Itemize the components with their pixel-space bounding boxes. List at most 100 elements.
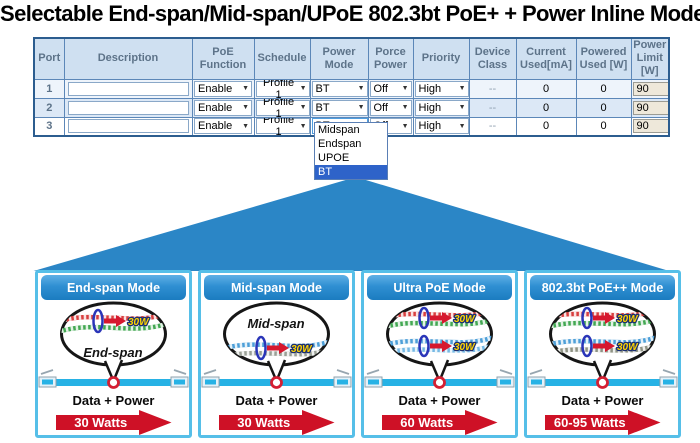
- table-header-row: Port Description PoE Function Schedule P…: [33, 37, 670, 80]
- table-row: 2 Enable ▼ Profile 1 ▼ BT ▼ Off ▼ High ▼ -- 0…: [33, 97, 670, 118]
- priority-select[interactable]: High ▼: [414, 99, 468, 116]
- power-loop-icon: [92, 308, 104, 334]
- schedule-select[interactable]: Profile 1 ▼: [255, 79, 309, 99]
- data-power-label: Data + Power: [235, 393, 318, 408]
- poe-port-config-table: Port Description PoE Function Schedule P…: [33, 37, 670, 138]
- wire-watt-badge: 30W: [454, 314, 476, 325]
- cable-tap-point-icon: [107, 376, 120, 389]
- dropdown-arrow-icon: ▼: [357, 85, 365, 93]
- description-input[interactable]: [67, 81, 189, 96]
- power-mode-select[interactable]: BT ▼: [311, 99, 367, 116]
- poe-function-select[interactable]: Enable ▼: [194, 80, 252, 97]
- dropdown-option-upoe[interactable]: UPOE: [318, 152, 350, 164]
- poe-function-select[interactable]: Enable ▼: [194, 118, 252, 135]
- data-power-label: Data + Power: [72, 393, 155, 408]
- select-value: BT: [315, 82, 330, 95]
- panel-title: Ultra PoE Mode: [367, 275, 512, 300]
- select-value: Enable: [198, 120, 233, 133]
- midspan-diagram: Mid-span 30W: [201, 301, 352, 389]
- select-value: Enable: [198, 82, 233, 95]
- dropdown-arrow-icon: ▼: [401, 104, 409, 112]
- cable-tap-point-icon: [596, 376, 609, 389]
- column-header-priority: Priority: [412, 37, 470, 80]
- power-arrow-icon: [593, 312, 615, 324]
- power-arrow-icon: [430, 340, 452, 352]
- device-class-value: --: [468, 78, 517, 99]
- powered-used-value: 0: [575, 116, 632, 137]
- port-cell: 2: [33, 97, 65, 118]
- select-value: Profile 1: [262, 79, 295, 99]
- power-mode-dropdown-list: Midspan Endspan UPOE BT: [314, 122, 388, 180]
- dropdown-option-endspan[interactable]: Endspan: [318, 138, 362, 150]
- poe-plus-plus-diagram: 30W 30W: [527, 301, 678, 389]
- priority-select[interactable]: High ▼: [414, 80, 468, 97]
- schedule-select[interactable]: Profile 1 ▼: [255, 99, 309, 116]
- dropdown-arrow-icon: ▼: [242, 122, 249, 130]
- dropdown-option-midspan[interactable]: Midspan: [318, 124, 360, 136]
- cable-connector-icon: [364, 369, 515, 388]
- cable-tap-point-icon: [433, 376, 446, 389]
- schedule-select[interactable]: Profile 1 ▼: [255, 117, 309, 137]
- port-cell: 3: [33, 116, 65, 137]
- power-loop-icon: [255, 335, 267, 361]
- watts-value: 60-95 Watts: [553, 415, 626, 430]
- watts-value: 30 Watts: [237, 415, 291, 430]
- panel-title: 802.3bt PoE++ Mode: [530, 275, 675, 300]
- watts-arrow: 60 Watts: [381, 410, 498, 435]
- dropdown-arrow-icon: ▼: [357, 104, 365, 112]
- table-row: 1 Enable ▼ Profile 1 ▼ BT ▼ Off ▼ High ▼ -- 0…: [33, 78, 670, 99]
- watts-arrow: 60-95 Watts: [544, 410, 661, 435]
- wire-watt-badge: 30W: [128, 317, 150, 328]
- power-mode-select[interactable]: BT ▼: [311, 80, 367, 97]
- dropdown-arrow-icon: ▼: [401, 85, 409, 93]
- power-limit-input[interactable]: [632, 100, 668, 115]
- power-limit-input[interactable]: [632, 119, 668, 134]
- power-loop-icon: [418, 306, 430, 330]
- column-header-device-class: Device Class: [468, 37, 517, 80]
- column-header-force-power: Porce Power: [367, 37, 414, 80]
- column-header-power-mode: Power Mode: [309, 37, 369, 80]
- wire-watt-badge: 30W: [617, 314, 639, 325]
- select-value: BT: [315, 101, 330, 114]
- force-power-select[interactable]: Off ▼: [369, 99, 412, 116]
- force-power-select[interactable]: Off ▼: [369, 80, 412, 97]
- dropdown-arrow-icon: ▼: [458, 85, 466, 93]
- dropdown-option-bt-selected[interactable]: BT: [315, 165, 387, 179]
- cable-connector-icon: [201, 369, 352, 388]
- poe-function-select[interactable]: Enable ▼: [194, 99, 252, 116]
- power-arrow-icon: [593, 340, 615, 352]
- select-value: High: [418, 82, 442, 95]
- dropdown-arrow-icon: ▼: [458, 104, 466, 112]
- column-header-powered-used: Powered Used [W]: [575, 37, 632, 80]
- device-class-value: --: [468, 116, 517, 137]
- panel-title: Mid-span Mode: [204, 275, 349, 300]
- powered-used-value: 0: [575, 97, 632, 118]
- description-input[interactable]: [67, 119, 189, 134]
- wire-red: [61, 312, 166, 323]
- column-header-schedule: Schedule: [253, 37, 311, 80]
- power-loop-icon: [581, 306, 593, 330]
- cable-tap-point-icon: [270, 376, 283, 389]
- select-value: Off: [373, 82, 388, 95]
- data-power-label: Data + Power: [561, 393, 644, 408]
- powered-used-value: 0: [575, 78, 632, 99]
- funnel-triangle: [33, 177, 670, 271]
- ellipse-label: End-span: [83, 345, 142, 360]
- page-title: Selectable End-span/Mid-span/UPoE 802.3b…: [0, 1, 700, 26]
- column-header-poe-function: PoE Function: [191, 37, 255, 80]
- power-limit-input[interactable]: [632, 81, 668, 96]
- description-input[interactable]: [67, 100, 189, 115]
- power-arrow-icon: [104, 315, 126, 327]
- panel-title: End-span Mode: [41, 275, 186, 300]
- power-loop-icon: [581, 334, 593, 358]
- endspan-diagram: 30W End-span: [38, 301, 189, 389]
- select-value: Profile 1: [262, 117, 295, 137]
- current-used-value: 0: [515, 116, 577, 137]
- watts-value: 30 Watts: [74, 415, 128, 430]
- panel-midspan-mode: Mid-span Mode Mid-span 30W: [198, 270, 355, 438]
- ultra-poe-diagram: 30W 30W: [364, 301, 515, 389]
- select-value: High: [418, 101, 442, 114]
- priority-select[interactable]: High ▼: [414, 118, 468, 135]
- wire-watt-badge: 30W: [291, 344, 313, 355]
